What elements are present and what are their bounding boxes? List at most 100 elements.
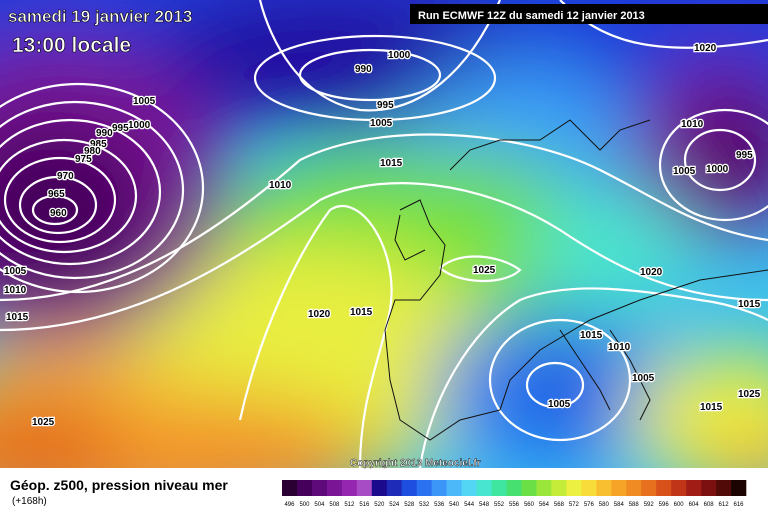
isobar-label: 1015 [738, 299, 761, 310]
run-box [410, 4, 768, 24]
colorbar-swatch [716, 480, 732, 496]
colorbar-label: 496 [284, 502, 295, 508]
colorbar-swatch [641, 480, 657, 496]
colorbar-label: 544 [464, 502, 475, 508]
colorbar-label: 604 [689, 502, 700, 508]
colorbar-label: 528 [404, 502, 415, 508]
isobar-label: 970 [57, 171, 74, 182]
isobar-label: 1005 [548, 399, 571, 410]
isobar-label: 1010 [608, 342, 631, 353]
isobar-label: 1005 [370, 118, 393, 129]
isobar-label: 1015 [700, 402, 723, 413]
colorbar-label: 600 [674, 502, 685, 508]
colorbar-swatch [491, 480, 507, 496]
colorbar-label: 500 [299, 502, 310, 508]
colorbar-label: 596 [659, 502, 670, 508]
colorbar-label: 564 [539, 502, 550, 508]
colorbar-swatch [446, 480, 462, 496]
colorbar-label: 612 [719, 502, 730, 508]
colorbar-swatch [581, 480, 597, 496]
colorbar-swatch [566, 480, 582, 496]
isobar-label: 985 [90, 139, 107, 150]
colorbar-label: 560 [524, 502, 535, 508]
isobar-label: 1025 [32, 417, 55, 428]
colorbar-label: 552 [494, 502, 505, 508]
isobar-label: 1000 [706, 164, 729, 175]
coastlines [384, 119, 768, 441]
colorbar-label: 568 [554, 502, 565, 508]
colorbar-swatch [476, 480, 492, 496]
colorbar-label: 504 [314, 502, 325, 508]
colorbar-label: 520 [374, 502, 385, 508]
colorbar-swatch [701, 480, 717, 496]
isobar-label: 975 [75, 154, 92, 165]
colorbar-swatch [521, 480, 537, 496]
isobar-label: 995 [736, 150, 753, 161]
colorbar-swatch [461, 480, 477, 496]
colorbar-label: 608 [704, 502, 715, 508]
isobar-label: 1000 [388, 50, 411, 61]
isobar-label: 1005 [632, 373, 655, 384]
colorbar-label: 548 [479, 502, 490, 508]
isobar-label: 1010 [4, 285, 27, 296]
colorbar-swatch [611, 480, 627, 496]
colorbar-swatch [341, 480, 358, 496]
isobar-label: 1010 [269, 180, 292, 191]
colorbar-swatch [296, 480, 313, 496]
isobar-label: 1015 [580, 330, 603, 341]
colorbar-swatch [371, 480, 388, 496]
colorbar-swatch [326, 480, 343, 496]
isobar-label: 1015 [6, 312, 29, 323]
isobar-label: 1005 [673, 166, 696, 177]
colorbar-label: 532 [419, 502, 430, 508]
colorbar-label: 540 [449, 502, 460, 508]
colorbar-swatch [431, 480, 447, 496]
footer-title: Géop. z500, pression niveau mer [10, 477, 228, 493]
colorbar-swatch [551, 480, 567, 496]
lead-time: (+168h) [12, 496, 47, 507]
copyright: Copyright 2013 Meteociel.fr [350, 458, 481, 469]
isobar-label: 1005 [133, 96, 156, 107]
isobar-label: 960 [50, 208, 67, 219]
isobar-label: 990 [355, 64, 372, 75]
isobars [0, 0, 768, 468]
colorbar-label: 588 [629, 502, 640, 508]
colorbar-label: 580 [599, 502, 610, 508]
colorbar-label: 512 [344, 502, 355, 508]
colorbar-swatch [506, 480, 522, 496]
colorbar-swatch [416, 480, 432, 496]
colorbar-label: 592 [644, 502, 655, 508]
colorbar-swatch [686, 480, 702, 496]
isobar-label: 1005 [4, 266, 27, 277]
isobar-label: 1020 [640, 267, 663, 278]
colorbar-label: 576 [584, 502, 595, 508]
isobar-label: 1015 [350, 307, 373, 318]
colorbar-label: 572 [569, 502, 580, 508]
time-label: 13:00 locale [12, 34, 131, 57]
colorbar-label: 556 [509, 502, 520, 508]
isobar-label: 1025 [738, 389, 761, 400]
colorbar-swatch [656, 480, 672, 496]
isobar-label: 1025 [473, 265, 496, 276]
colorbar-swatch [401, 480, 418, 496]
isobar-label: 965 [48, 189, 65, 200]
colorbar-swatch [626, 480, 642, 496]
colorbar-swatch [536, 480, 552, 496]
colorbar-swatch [282, 480, 298, 496]
colorbar-label: 584 [614, 502, 625, 508]
isobar-label: 1010 [681, 119, 704, 130]
isobar-label: 990 [96, 128, 113, 139]
colorbar-label: 524 [389, 502, 400, 508]
colorbar-swatch [356, 480, 373, 496]
colorbar-swatch [596, 480, 612, 496]
isobar-label: 995 [377, 100, 394, 111]
date-label: samedi 19 janvier 2013 [8, 7, 192, 26]
isobar-label: 1020 [694, 43, 717, 54]
isobar-labels: 9901000995100510051000995990985980975970… [3, 42, 762, 430]
isobar-label: 1015 [380, 158, 403, 169]
colorbar-label: 536 [434, 502, 445, 508]
colorbar-label: 616 [734, 502, 745, 508]
